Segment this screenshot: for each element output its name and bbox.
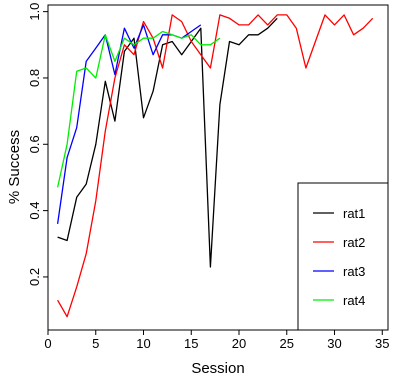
y-tick-label: 1.0 xyxy=(27,3,42,21)
y-tick-label: 0.4 xyxy=(27,202,42,220)
legend-label-rat1: rat1 xyxy=(343,206,365,221)
x-tick-label: 10 xyxy=(136,336,150,351)
x-tick-label: 25 xyxy=(280,336,294,351)
series-line-rat4 xyxy=(56,30,221,188)
legend-label-rat2: rat2 xyxy=(343,235,365,250)
x-tick-label: 0 xyxy=(44,336,51,351)
legend-label-rat4: rat4 xyxy=(343,293,365,308)
legend-label-rat3: rat3 xyxy=(343,264,365,279)
y-tick-label: 0.2 xyxy=(27,268,42,286)
x-tick-label: 15 xyxy=(184,336,198,351)
series-layer xyxy=(56,14,374,318)
legend-box xyxy=(297,182,389,331)
y-tick-label: 0.6 xyxy=(27,135,42,153)
plot-frame xyxy=(47,4,389,331)
x-tick-label: 5 xyxy=(92,336,99,351)
y-axis-title: % Success xyxy=(6,130,23,204)
legend: rat1 rat2 rat3 rat4 xyxy=(297,182,389,331)
y-tick-label: 0.8 xyxy=(27,69,42,87)
axes: 0 5 10 15 20 25 30 35 0.2 0.4 0.6 0.8 1.0 xyxy=(27,3,390,351)
x-tick-label: 35 xyxy=(375,336,389,351)
x-tick-label: 20 xyxy=(232,336,246,351)
x-tick-label: 30 xyxy=(327,336,341,351)
x-axis-title: Session xyxy=(191,360,244,377)
